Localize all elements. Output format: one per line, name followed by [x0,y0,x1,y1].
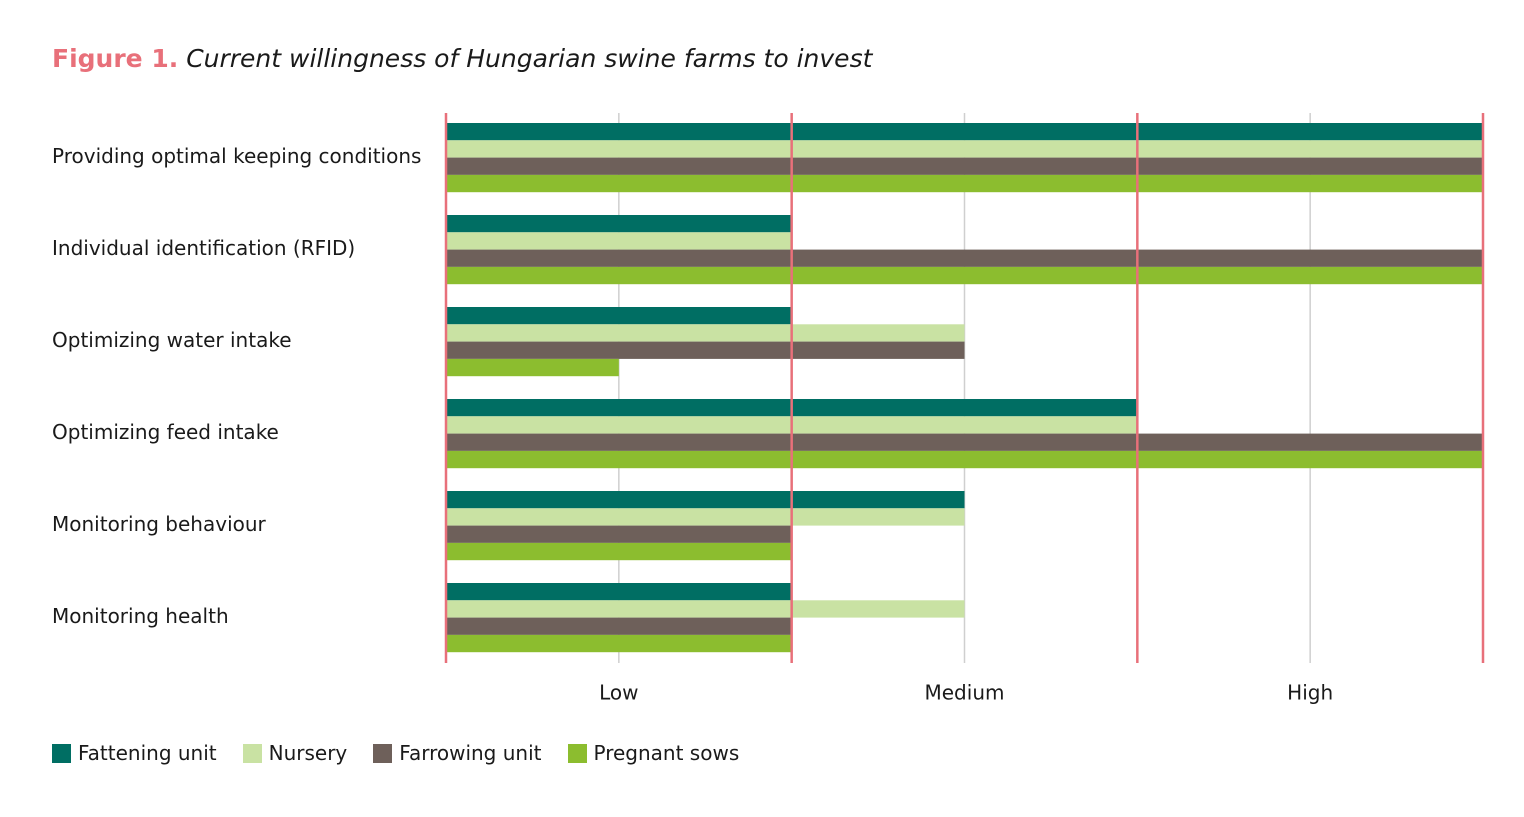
bar-providing-optimal-keeping-conditions-farrowing-unit [446,157,1483,175]
tick-labels: Low Medium High [599,681,1333,705]
bar-optimizing-feed-intake-pregnant-sows [446,450,1483,469]
legend-label-fattening-unit: Fattening unit [78,741,217,765]
legend-swatch-fattening-unit [52,743,71,763]
bar-monitoring-behaviour-pregnant-sows [446,542,792,561]
figure-label: Figure 1. [52,44,179,73]
category-label: Individual identification (RFID) [52,236,355,260]
bar-individual-identification-rfid-fattening-unit [446,215,792,233]
category-label: Optimizing water intake [52,328,292,352]
legend: Fattening unit Nursery Farrowing unit Pr… [52,741,765,765]
category-label: Optimizing feed intake [52,420,279,444]
bar-optimizing-water-intake-nursery [446,324,965,342]
bars [446,123,1483,653]
bar-optimizing-water-intake-pregnant-sows [446,358,619,377]
bar-monitoring-health-pregnant-sows [446,634,792,653]
category-labels: Providing optimal keeping conditions Indi… [52,144,421,628]
legend-swatch-farrowing-unit [373,743,393,763]
major-gridlines [444,113,1485,663]
bar-monitoring-behaviour-fattening-unit [446,491,965,509]
bar-providing-optimal-keeping-conditions-pregnant-sows [446,174,1483,193]
bar-monitoring-behaviour-nursery [446,508,965,526]
category-label: Monitoring behaviour [52,512,267,536]
bar-optimizing-feed-intake-farrowing-unit [446,433,1483,451]
figure-caption: Current willingness of Hungarian swine f… [186,44,873,73]
bar-monitoring-health-fattening-unit [446,583,792,601]
legend-label-nursery: Nursery [268,741,348,765]
bar-monitoring-health-nursery [446,600,965,618]
tick-label-low: Low [599,681,638,705]
legend-swatch-nursery [242,743,262,763]
bar-optimizing-water-intake-fattening-unit [446,307,792,325]
legend-swatch-pregnant-sows [567,743,587,763]
legend-label-pregnant-sows: Pregnant sows [593,741,740,765]
legend-item-pregnant-sows: Pregnant sows [567,741,740,765]
bar-monitoring-behaviour-farrowing-unit [446,525,792,543]
legend-item-nursery: Nursery [242,741,348,765]
bar-providing-optimal-keeping-conditions-fattening-unit [446,123,1483,141]
category-label: Providing optimal keeping conditions [52,144,421,168]
bar-optimizing-water-intake-farrowing-unit [446,341,965,359]
bar-providing-optimal-keeping-conditions-nursery [446,140,1483,158]
legend-label-farrowing-unit: Farrowing unit [399,741,542,765]
legend-item-farrowing-unit: Farrowing unit [373,741,542,765]
gridlines [618,113,1311,663]
bar-monitoring-health-farrowing-unit [446,617,792,635]
bar-individual-identification-rfid-farrowing-unit [446,249,1483,267]
figure-title: Figure 1. Current willingness of Hungari… [52,44,872,73]
bar-individual-identification-rfid-pregnant-sows [446,266,1483,285]
tick-label-high: High [1287,681,1333,705]
legend-item-fattening-unit: Fattening unit [52,741,217,765]
tick-label-medium: Medium [925,681,1005,705]
bar-individual-identification-rfid-nursery [446,232,792,250]
category-label: Monitoring health [52,604,229,628]
